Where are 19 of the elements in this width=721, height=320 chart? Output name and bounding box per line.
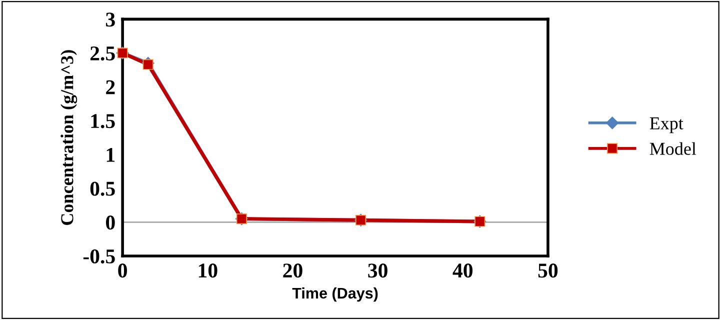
x-tick-label: 40	[452, 264, 473, 278]
y-tick-label: 0	[106, 216, 115, 230]
x-tick-label: 50	[538, 264, 558, 278]
legend-label: Model	[650, 142, 696, 155]
point	[142, 59, 154, 70]
y-tick-label: 2.5	[90, 46, 115, 61]
y-tick-label: 1.5	[91, 114, 115, 128]
x-tick-label: 10	[198, 264, 218, 278]
y-axis-title: Concentration (g/m^3)	[60, 50, 78, 225]
y-tick-label: 2	[106, 80, 115, 94]
legend-label: Expt	[650, 117, 684, 134]
x-tick-label: 30	[368, 264, 388, 278]
y-tick-label: 0.5	[90, 182, 115, 196]
y-tick-label: 1	[106, 148, 115, 162]
x-axis-title: Time (Days)	[292, 287, 378, 302]
x-tick-label: 0	[118, 264, 127, 278]
x-tick-label: 20	[283, 264, 302, 278]
y-tick-label: 3	[106, 12, 115, 27]
y-tick-label: -0.5	[83, 249, 115, 264]
